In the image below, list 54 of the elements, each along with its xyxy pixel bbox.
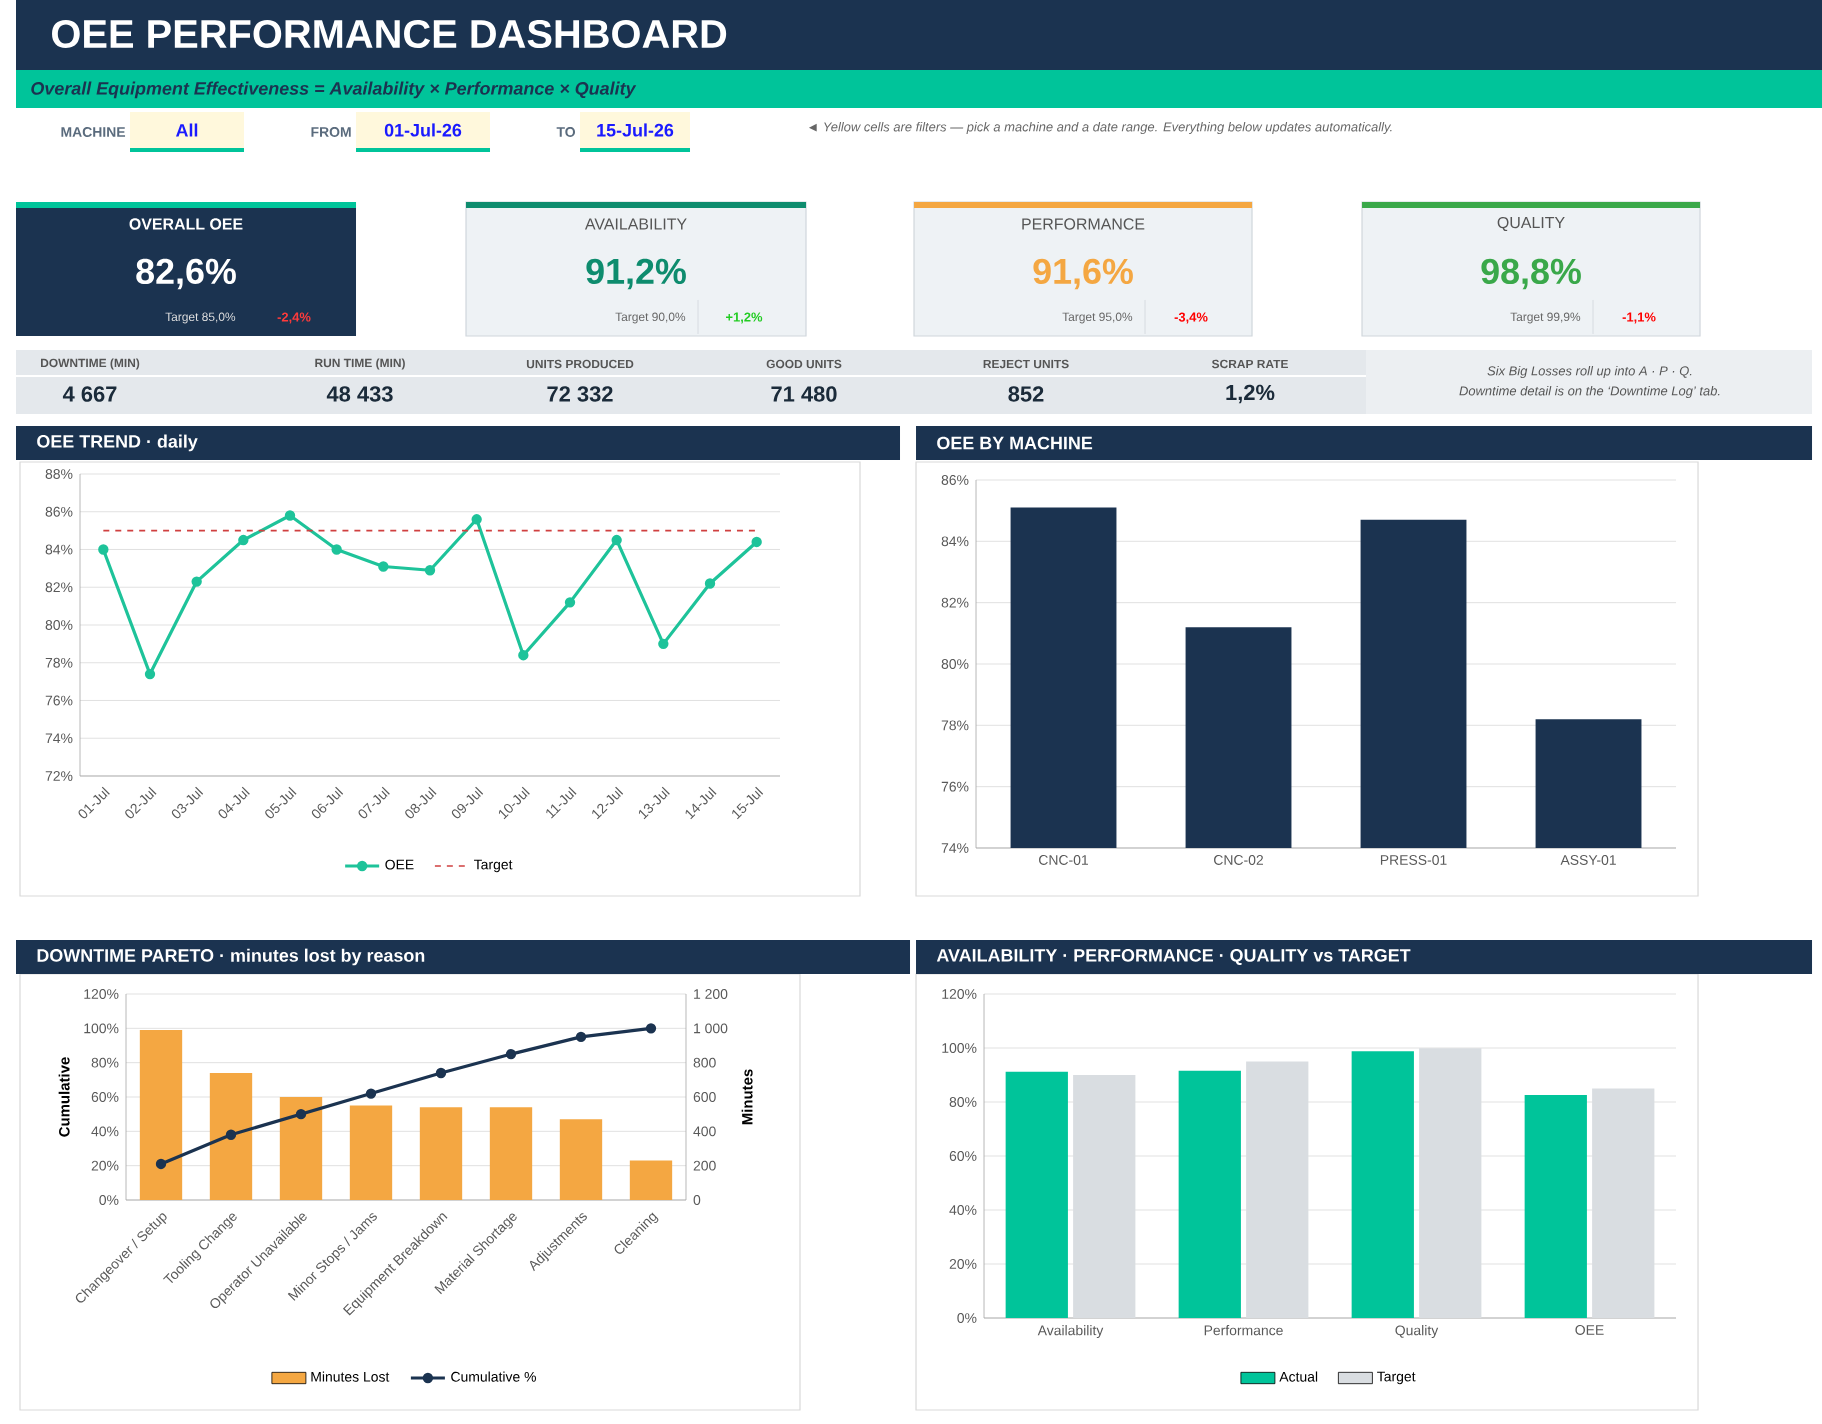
bar [489, 1107, 533, 1200]
point [645, 1023, 657, 1034]
point [611, 534, 622, 546]
chart-title: AVAILABILITY · PERFORMANCE · QUALITY vs TARGET [936, 948, 1411, 966]
point [225, 1129, 237, 1140]
text: 91,2% [586, 258, 686, 290]
bar [349, 1105, 393, 1200]
point [155, 1158, 167, 1170]
text: 15-Jul-26 [597, 123, 674, 137]
text: 852 [1008, 386, 1044, 402]
point [98, 544, 109, 555]
point [704, 578, 716, 589]
point [575, 1031, 587, 1043]
point [238, 534, 249, 546]
point [658, 638, 669, 650]
text: 48 433 [326, 386, 393, 402]
bar [419, 1107, 463, 1200]
chart-title: DOWNTIME PARETO · minutes lost by reason [37, 948, 425, 966]
text: All [175, 123, 198, 137]
chart-title: OEE TREND · daily [37, 434, 198, 452]
chart-title: OEE BY MACHINE [937, 436, 1093, 450]
bar [139, 1030, 183, 1200]
text: 01-Jul-26 [384, 123, 462, 137]
text: 71 480 [771, 386, 837, 402]
point [435, 1067, 447, 1079]
point [191, 576, 202, 587]
bar [1005, 1071, 1068, 1318]
point [751, 536, 762, 548]
point [295, 1108, 307, 1120]
point [284, 510, 296, 521]
bar [1351, 1051, 1414, 1318]
point [378, 561, 389, 572]
point [331, 544, 342, 555]
point [564, 597, 576, 608]
bar [1524, 1094, 1587, 1318]
text: 1,2% [1226, 384, 1275, 404]
text: 98,8% [1481, 258, 1581, 290]
bar [1178, 1070, 1241, 1318]
point [505, 1048, 517, 1060]
bar [559, 1119, 603, 1200]
text: 4 667 [62, 386, 117, 402]
point [518, 650, 529, 661]
text: 91,6% [1033, 258, 1133, 290]
point [365, 1088, 377, 1099]
bar [209, 1072, 253, 1200]
text: Overall Equipment Effectiveness = Availability × Performance × Quality [31, 81, 637, 99]
bar [629, 1160, 673, 1200]
point [424, 565, 436, 576]
text: 82,6% [136, 258, 236, 290]
point [144, 668, 156, 680]
text: OEE PERFORMANCE DASHBOARD [52, 19, 727, 49]
bar [279, 1097, 323, 1200]
text: 72 332 [547, 386, 613, 402]
point [471, 514, 482, 525]
